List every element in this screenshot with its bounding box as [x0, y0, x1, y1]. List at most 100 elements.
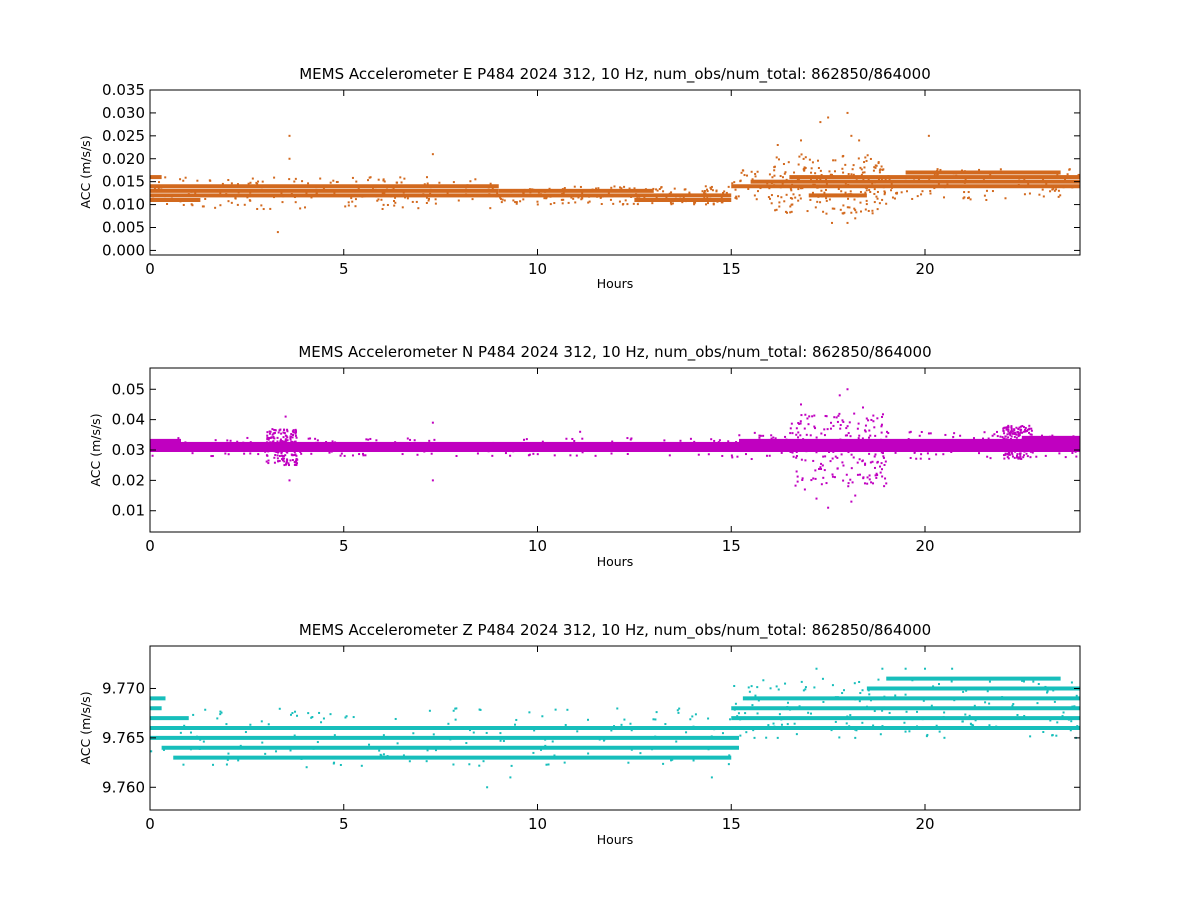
- sample-point: [938, 730, 941, 733]
- sample-point: [381, 192, 384, 195]
- sample-point: [651, 202, 654, 205]
- sample-point: [955, 174, 958, 177]
- sample-point: [290, 193, 293, 196]
- sample-point: [368, 176, 371, 179]
- sample-point: [288, 464, 291, 467]
- sample-point: [375, 195, 378, 198]
- sample-point: [874, 166, 877, 169]
- sample-point: [274, 454, 277, 457]
- sample-point: [224, 452, 227, 455]
- sample-point: [865, 203, 868, 206]
- sample-point: [515, 201, 518, 204]
- sample-point: [652, 187, 655, 190]
- sample-point: [809, 445, 812, 448]
- sample-point: [1010, 429, 1013, 432]
- sample-point: [789, 186, 792, 189]
- sample-point: [1031, 451, 1034, 454]
- sample-point: [249, 444, 252, 447]
- sample-point: [785, 193, 788, 196]
- sample-point: [271, 447, 274, 450]
- sample-point: [296, 462, 299, 465]
- sample-point: [847, 482, 850, 485]
- sample-point: [545, 763, 548, 766]
- sample-point: [499, 197, 502, 200]
- sample-point: [993, 448, 996, 451]
- sample-point: [710, 185, 713, 188]
- sample-point: [958, 726, 961, 729]
- sample-point: [828, 198, 831, 201]
- sample-point: [823, 428, 826, 431]
- sample-point: [626, 452, 629, 455]
- sample-point: [225, 723, 228, 726]
- sample-point: [836, 420, 839, 423]
- sample-point: [999, 168, 1002, 171]
- sample-point: [967, 191, 970, 194]
- sample-point: [574, 201, 577, 204]
- y-tick-label: 0.015: [102, 173, 145, 191]
- sample-point: [1069, 729, 1072, 732]
- sample-point: [908, 730, 911, 733]
- y-axis-label-n: ACC (m/s/s): [88, 413, 103, 486]
- sample-point: [290, 440, 293, 443]
- sample-point: [703, 727, 706, 730]
- sample-point: [869, 157, 872, 160]
- sample-point: [876, 460, 879, 463]
- sample-point: [166, 445, 169, 448]
- sample-point: [519, 200, 522, 203]
- sample-point: [867, 436, 870, 439]
- sample-point: [314, 441, 317, 444]
- sample-point: [278, 445, 281, 448]
- sample-point: [394, 201, 397, 204]
- sample-point: [226, 443, 229, 446]
- sample-point: [858, 680, 861, 683]
- sample-point: [375, 439, 378, 442]
- sample-point: [893, 197, 896, 200]
- sample-point: [1014, 450, 1017, 453]
- sample-point: [246, 196, 249, 199]
- sample-point: [332, 762, 335, 765]
- sample-point: [278, 441, 281, 444]
- sample-point: [812, 459, 815, 462]
- sample-point: [842, 171, 845, 174]
- sample-point: [819, 466, 822, 469]
- sample-point: [336, 180, 339, 183]
- sample-point: [623, 185, 626, 188]
- sample-point: [1010, 443, 1013, 446]
- sample-point: [825, 212, 828, 215]
- sample-point: [821, 195, 824, 198]
- sample-point: [817, 159, 820, 162]
- sample-band: [905, 170, 1061, 175]
- sample-point: [839, 424, 842, 427]
- sample-point: [822, 455, 825, 458]
- sample-point: [286, 436, 289, 439]
- sample-point: [848, 206, 851, 209]
- sample-point: [1007, 450, 1010, 453]
- sample-point: [799, 187, 802, 190]
- sample-point: [774, 437, 777, 440]
- plot-frame-z: [149, 645, 1081, 811]
- sample-point: [845, 722, 848, 725]
- plot-frame-n: [149, 367, 1081, 533]
- sample-point: [630, 189, 633, 192]
- sample-point: [792, 455, 795, 458]
- sample-point: [843, 689, 846, 692]
- sample-point: [157, 187, 160, 190]
- sample-point: [396, 742, 399, 745]
- sample-point: [882, 186, 885, 189]
- sample-point: [676, 709, 679, 712]
- sample-point: [468, 448, 471, 451]
- sample-point: [1055, 188, 1058, 191]
- sample-point: [287, 462, 290, 465]
- sample-point: [286, 428, 289, 431]
- sample-point: [989, 707, 992, 710]
- sample-point: [859, 166, 862, 169]
- sample-point: [664, 448, 667, 451]
- sample-point: [721, 454, 724, 457]
- sample-point: [825, 199, 828, 202]
- sample-point: [834, 455, 837, 458]
- sample-point: [151, 454, 154, 457]
- sample-point: [152, 197, 155, 200]
- sample-point: [514, 201, 517, 204]
- sample-point: [985, 189, 988, 192]
- sample-point: [1011, 455, 1014, 458]
